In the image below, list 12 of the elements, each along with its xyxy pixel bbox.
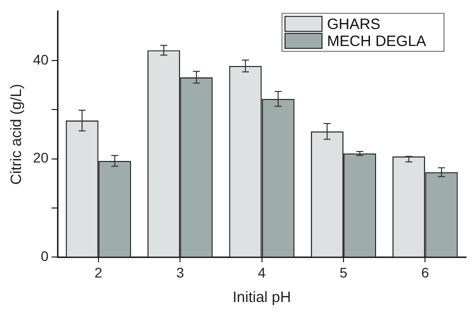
x-tick-label: 5 [340, 264, 348, 280]
legend-label: MECH DEGLA [327, 33, 426, 50]
y-tick-label: 0 [40, 248, 49, 264]
y-tick-label: 40 [32, 51, 49, 68]
x-axis-title: Initial pH [232, 289, 291, 306]
x-tick-label: 3 [176, 264, 184, 280]
y-axis-title: Citric acid (g/L) [8, 84, 26, 185]
y-tick-label: 20 [32, 150, 49, 166]
x-tick-label: 2 [94, 264, 103, 280]
legend-label: GHARS [327, 16, 380, 34]
x-tick-label: 4 [258, 264, 266, 280]
x-tick-label: 6 [421, 264, 430, 280]
